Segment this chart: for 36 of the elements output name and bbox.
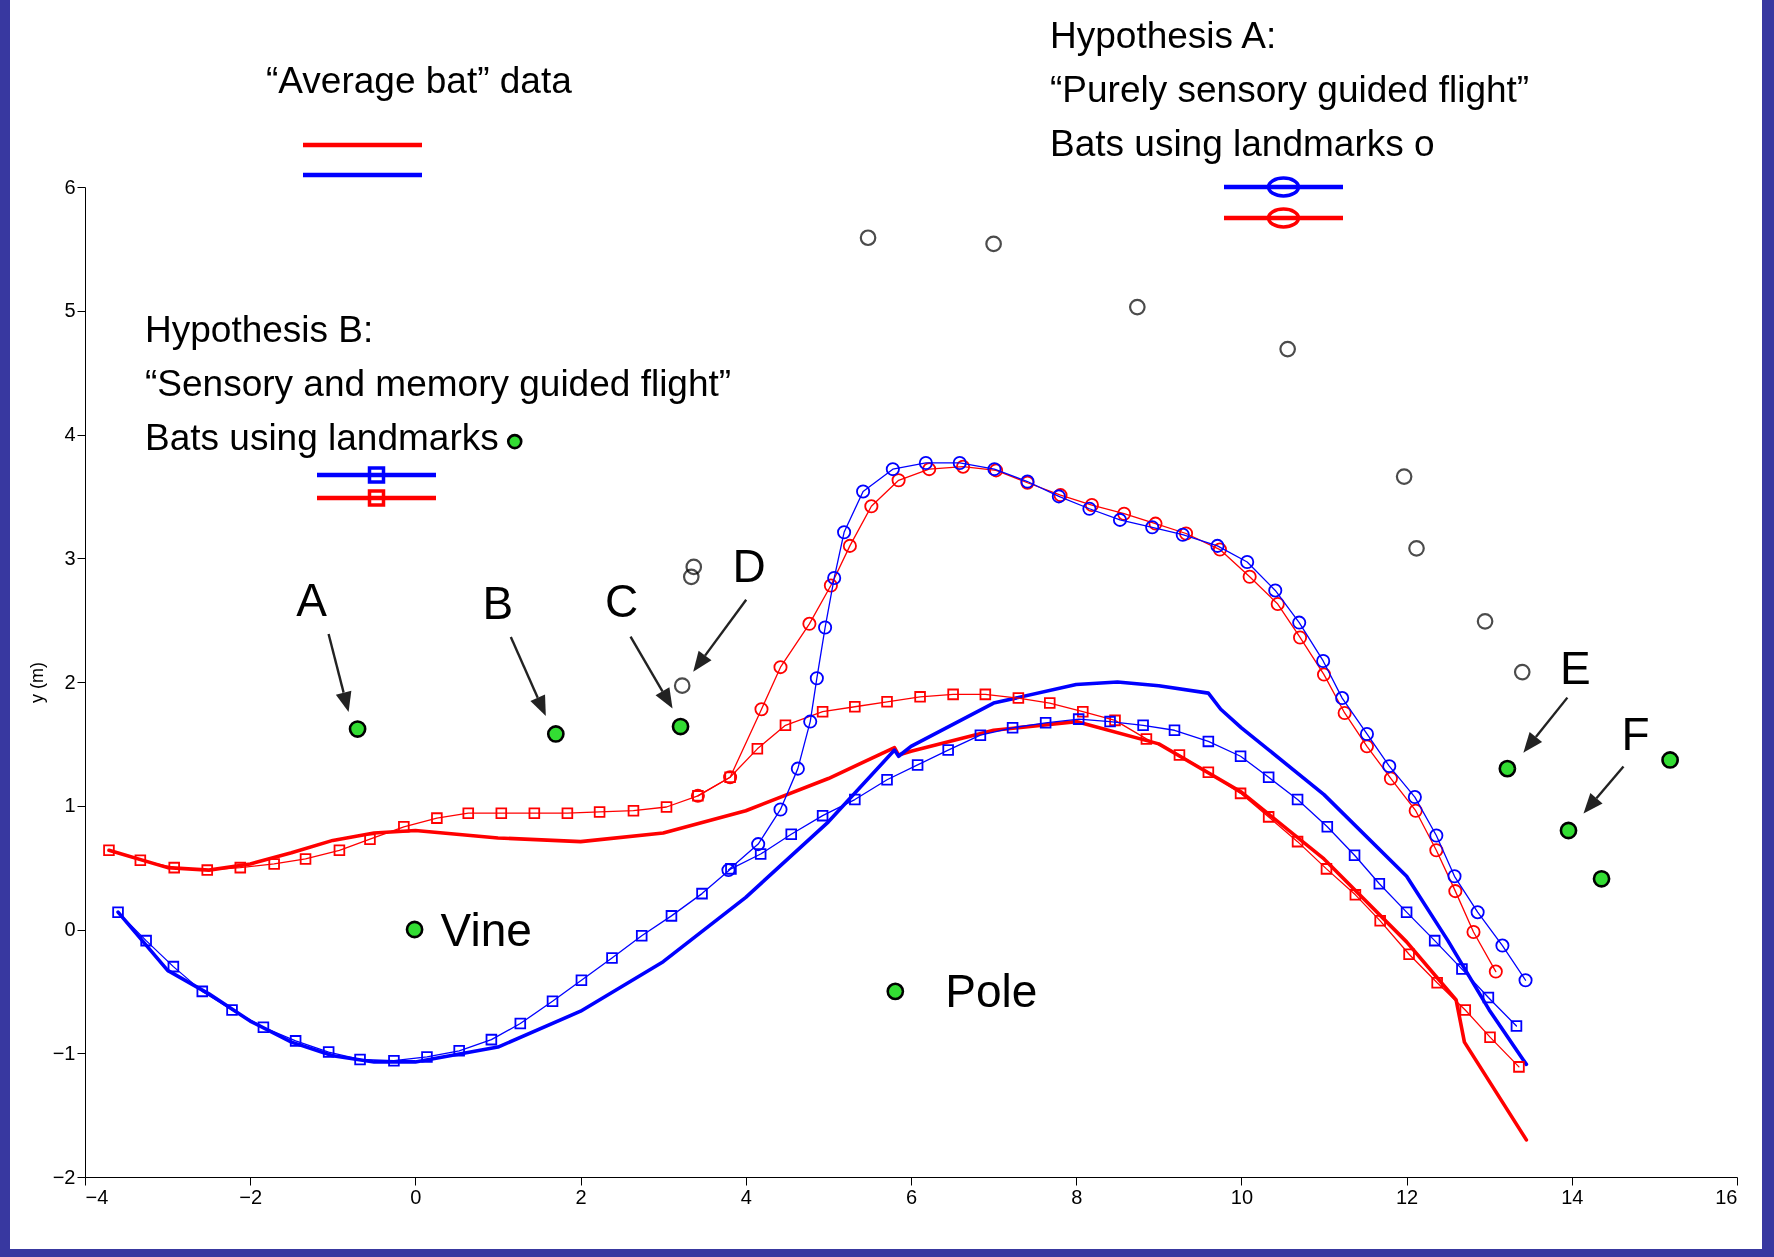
annotation: A <box>296 574 328 627</box>
x-tick-label: 16 <box>1715 1185 1738 1208</box>
x-tick-label: 6 <box>905 1185 918 1208</box>
x-tick-label: −4 <box>85 1185 109 1208</box>
annotation: D <box>732 539 766 592</box>
annotation: “Sensory and memory guided flight” <box>145 363 732 404</box>
y-tick-label: 1 <box>64 794 76 817</box>
annotation: B <box>482 576 514 629</box>
y-tick-label: 2 <box>64 670 76 693</box>
x-tick-label: 10 <box>1230 1185 1254 1208</box>
text: Bats using landmarks o <box>1050 123 1435 164</box>
x-tick-label: 14 <box>1561 1185 1584 1208</box>
text: “Purely sensory guided flight” <box>1050 69 1530 110</box>
x-tick-label: 4 <box>740 1185 752 1208</box>
y-tick-label: 4 <box>64 423 76 445</box>
annotation: C <box>604 574 639 627</box>
y-axis-title: y (m) <box>26 662 47 703</box>
annotation: Hypothesis B: <box>145 309 374 350</box>
text: “Average bat” data <box>266 60 573 101</box>
y-tick-label: 6 <box>64 175 76 198</box>
y-tick-label: 3 <box>64 546 76 569</box>
y-tick-label: −2 <box>52 1165 76 1188</box>
x-tick-label: 8 <box>1071 1185 1083 1208</box>
x-tick-label: 12 <box>1395 1185 1419 1208</box>
annotation: F <box>1621 707 1650 760</box>
y-tick-label: −1 <box>52 1041 76 1064</box>
x-tick-label: 0 <box>410 1185 422 1208</box>
text: Hypothesis A: <box>1050 15 1277 56</box>
annotation: Bats using landmarks <box>145 417 499 458</box>
x-tick-label: 2 <box>575 1185 587 1208</box>
annotation: Vine <box>440 903 532 956</box>
x-tick-label: −2 <box>239 1185 263 1208</box>
annotation: E <box>1560 641 1591 694</box>
y-tick-label: 5 <box>64 299 76 322</box>
annotation: Pole <box>945 965 1038 1018</box>
y-tick-label: 0 <box>64 918 76 940</box>
